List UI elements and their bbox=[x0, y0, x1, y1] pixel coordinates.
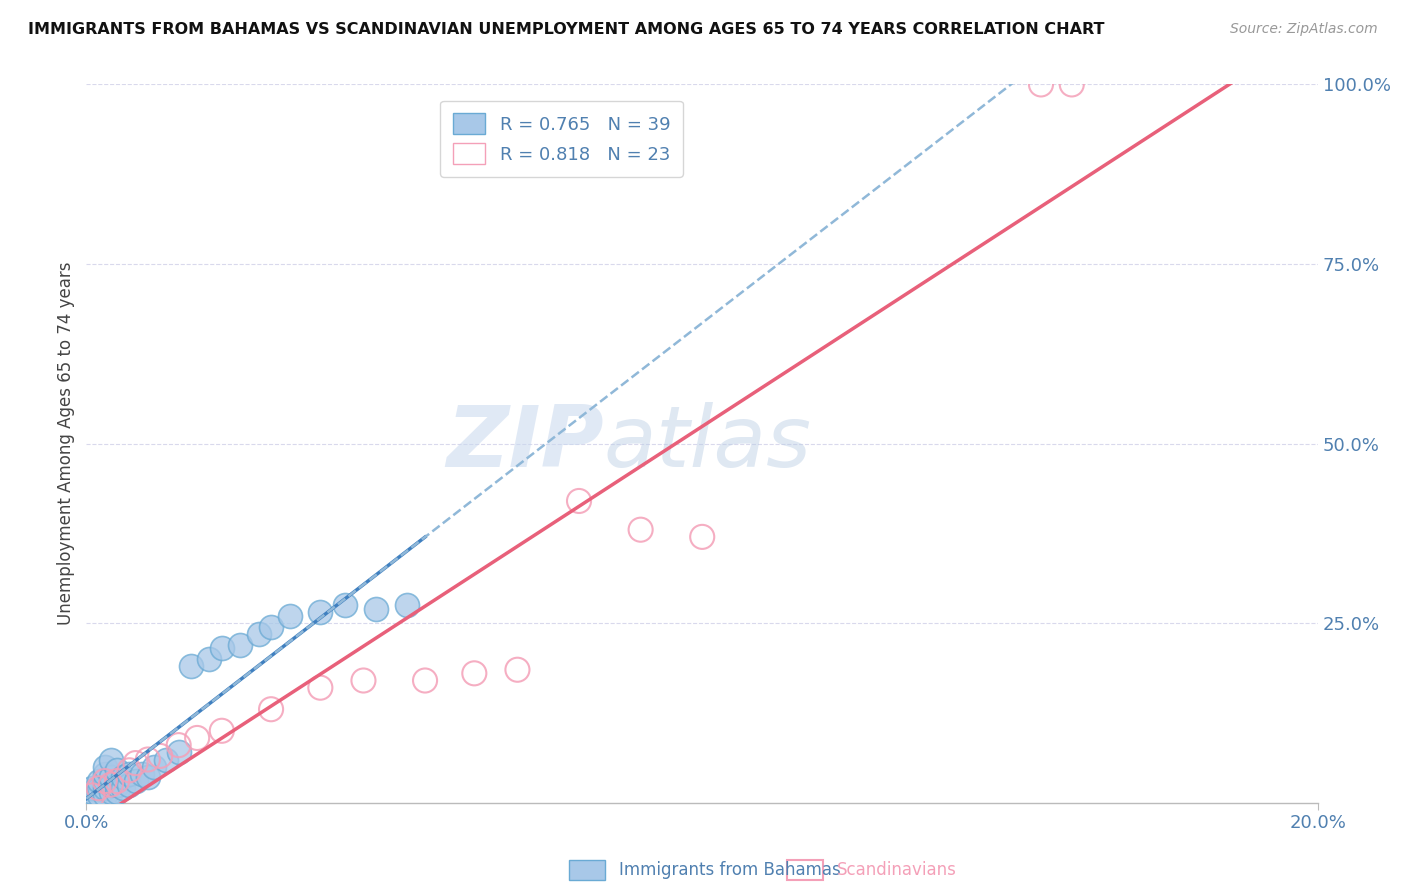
Point bbox=[568, 494, 591, 508]
Point bbox=[353, 673, 375, 688]
Point bbox=[105, 774, 128, 789]
Point bbox=[149, 748, 172, 763]
Point bbox=[463, 666, 485, 681]
Point bbox=[136, 771, 159, 785]
Point bbox=[180, 659, 202, 673]
Point bbox=[94, 781, 117, 796]
Point bbox=[309, 681, 332, 695]
Point bbox=[124, 774, 146, 789]
Point bbox=[124, 756, 146, 770]
Point bbox=[118, 764, 141, 778]
Point bbox=[87, 774, 110, 789]
Point bbox=[94, 789, 117, 803]
Point bbox=[131, 767, 153, 781]
Point bbox=[211, 641, 233, 656]
Point bbox=[364, 601, 387, 615]
Point bbox=[87, 781, 110, 796]
Point bbox=[690, 530, 713, 544]
Point bbox=[309, 605, 332, 619]
Text: Source: ZipAtlas.com: Source: ZipAtlas.com bbox=[1230, 22, 1378, 37]
Point bbox=[100, 771, 122, 785]
Text: atlas: atlas bbox=[603, 402, 811, 485]
Point bbox=[100, 752, 122, 766]
Point bbox=[82, 789, 104, 803]
Point bbox=[211, 723, 233, 738]
Point bbox=[82, 789, 104, 803]
Text: Scandinavians: Scandinavians bbox=[837, 861, 956, 879]
Point bbox=[118, 767, 141, 781]
Point bbox=[87, 789, 110, 803]
Point bbox=[630, 523, 652, 537]
Point bbox=[413, 673, 436, 688]
Point bbox=[260, 620, 283, 634]
Point bbox=[94, 774, 117, 789]
Point bbox=[278, 608, 301, 623]
Point bbox=[186, 731, 208, 745]
Point bbox=[333, 598, 356, 612]
Point bbox=[395, 598, 418, 612]
Point bbox=[82, 781, 104, 796]
Point bbox=[82, 785, 104, 799]
Point bbox=[247, 627, 270, 641]
Point bbox=[260, 702, 283, 716]
Point bbox=[1060, 78, 1083, 92]
Point bbox=[506, 663, 529, 677]
Point bbox=[118, 778, 141, 792]
Point bbox=[105, 778, 128, 792]
Point bbox=[167, 745, 190, 759]
Point bbox=[155, 752, 177, 766]
Point bbox=[229, 638, 252, 652]
Legend: R = 0.765   N = 39, R = 0.818   N = 23: R = 0.765 N = 39, R = 0.818 N = 23 bbox=[440, 101, 683, 177]
Text: Immigrants from Bahamas: Immigrants from Bahamas bbox=[619, 861, 841, 879]
Point bbox=[100, 778, 122, 792]
Point bbox=[112, 781, 135, 796]
Point bbox=[198, 652, 221, 666]
Point bbox=[112, 771, 135, 785]
Point bbox=[143, 760, 166, 774]
Point bbox=[100, 785, 122, 799]
Text: ZIP: ZIP bbox=[446, 402, 603, 485]
Y-axis label: Unemployment Among Ages 65 to 74 years: Unemployment Among Ages 65 to 74 years bbox=[58, 261, 75, 625]
Point bbox=[105, 785, 128, 799]
Point bbox=[1029, 78, 1052, 92]
Point bbox=[105, 764, 128, 778]
Point bbox=[136, 752, 159, 766]
Point bbox=[87, 781, 110, 796]
Point bbox=[94, 760, 117, 774]
Point bbox=[94, 767, 117, 781]
Point bbox=[167, 738, 190, 752]
Point bbox=[94, 774, 117, 789]
Point bbox=[100, 778, 122, 792]
Text: IMMIGRANTS FROM BAHAMAS VS SCANDINAVIAN UNEMPLOYMENT AMONG AGES 65 TO 74 YEARS C: IMMIGRANTS FROM BAHAMAS VS SCANDINAVIAN … bbox=[28, 22, 1105, 37]
